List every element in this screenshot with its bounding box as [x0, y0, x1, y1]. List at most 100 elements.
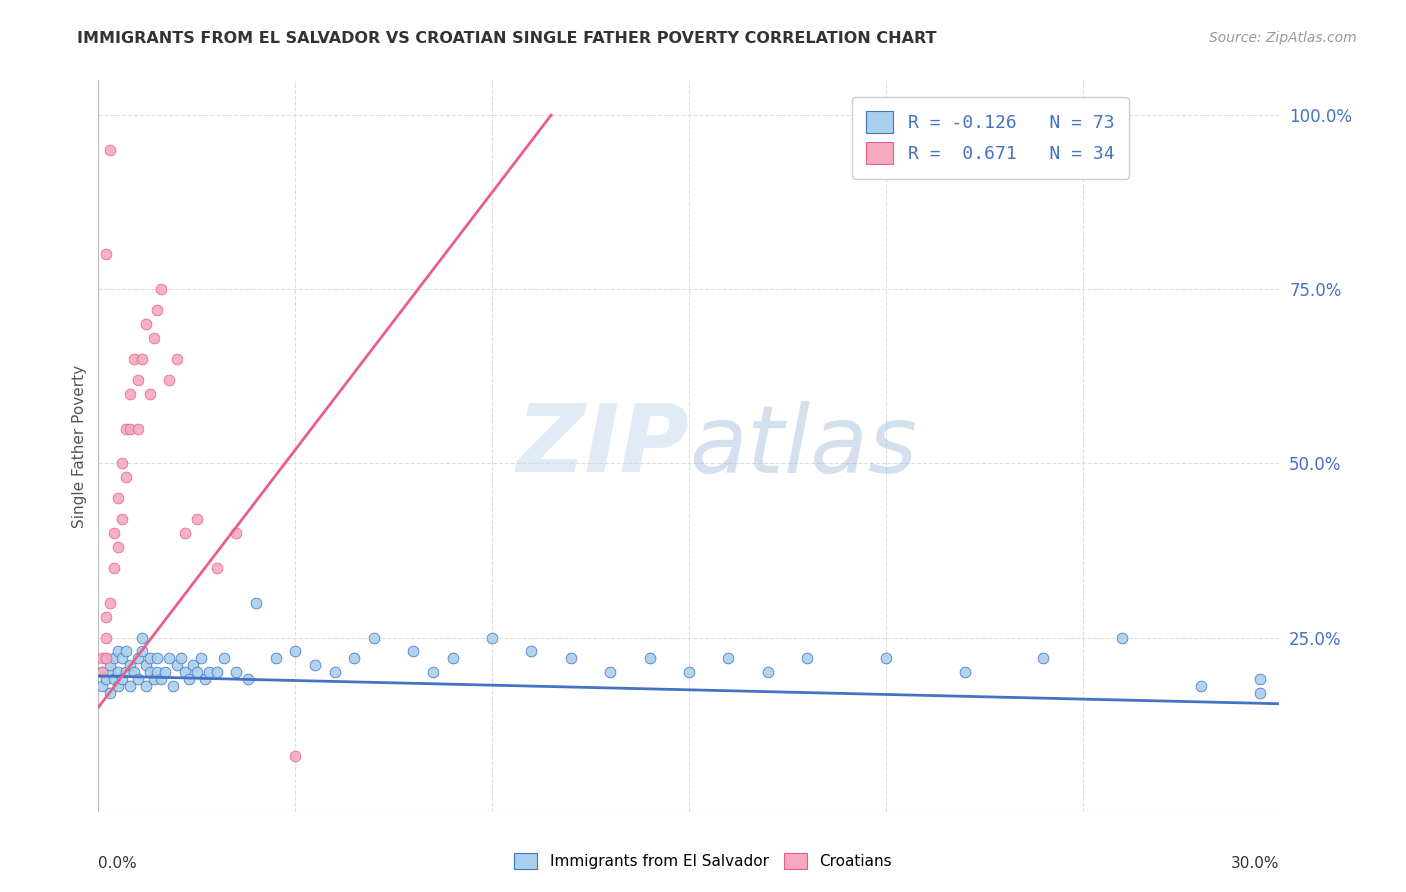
Point	[107, 644, 129, 658]
Point	[135, 658, 157, 673]
Point	[170, 651, 193, 665]
Point	[225, 526, 247, 541]
Point	[402, 644, 425, 658]
Point	[796, 651, 818, 665]
Point	[118, 386, 141, 401]
Point	[146, 665, 169, 680]
Text: Source: ZipAtlas.com: Source: ZipAtlas.com	[1209, 31, 1357, 45]
Point	[131, 644, 153, 658]
Legend: Immigrants from El Salvador, Croatians: Immigrants from El Salvador, Croatians	[509, 847, 897, 875]
Point	[520, 644, 543, 658]
Point	[115, 470, 138, 484]
Point	[118, 421, 141, 435]
Point	[96, 609, 118, 624]
Point	[1189, 679, 1212, 693]
Point	[107, 540, 129, 554]
Point	[343, 651, 366, 665]
Text: 0.0%: 0.0%	[98, 855, 138, 871]
Point	[118, 679, 141, 693]
Point	[284, 749, 307, 764]
Point	[186, 665, 208, 680]
Point	[115, 665, 138, 680]
Point	[146, 651, 169, 665]
Point	[441, 651, 464, 665]
Point	[157, 373, 180, 387]
Point	[599, 665, 621, 680]
Point	[186, 512, 208, 526]
Point	[638, 651, 661, 665]
Text: atlas: atlas	[689, 401, 917, 491]
Point	[127, 673, 149, 687]
Point	[756, 665, 779, 680]
Point	[150, 673, 173, 687]
Point	[155, 665, 177, 680]
Point	[127, 373, 149, 387]
Point	[122, 351, 145, 366]
Point	[103, 561, 125, 575]
Point	[111, 651, 134, 665]
Point	[98, 596, 121, 610]
Point	[111, 673, 134, 687]
Point	[96, 673, 118, 687]
Point	[225, 665, 247, 680]
Point	[174, 526, 197, 541]
Point	[131, 631, 153, 645]
Point	[98, 686, 121, 700]
Point	[157, 651, 180, 665]
Point	[127, 421, 149, 435]
Point	[181, 658, 204, 673]
Point	[103, 651, 125, 665]
Point	[150, 282, 173, 296]
Point	[1032, 651, 1054, 665]
Point	[717, 651, 740, 665]
Point	[481, 631, 503, 645]
Point	[127, 651, 149, 665]
Point	[214, 651, 236, 665]
Point	[138, 651, 160, 665]
Point	[142, 673, 165, 687]
Point	[135, 679, 157, 693]
Point	[91, 651, 114, 665]
Point	[146, 303, 169, 318]
Point	[174, 665, 197, 680]
Point	[166, 658, 188, 673]
Point	[205, 561, 228, 575]
Point	[323, 665, 346, 680]
Point	[135, 317, 157, 331]
Point	[103, 673, 125, 687]
Point	[142, 331, 165, 345]
Point	[1249, 673, 1271, 687]
Point	[236, 673, 259, 687]
Point	[194, 673, 217, 687]
Point	[284, 644, 307, 658]
Point	[177, 673, 200, 687]
Point	[1111, 631, 1133, 645]
Point	[91, 665, 114, 680]
Point	[118, 658, 141, 673]
Point	[96, 247, 118, 261]
Point	[138, 665, 160, 680]
Point	[98, 143, 121, 157]
Point	[103, 526, 125, 541]
Point	[111, 457, 134, 471]
Point	[98, 665, 121, 680]
Point	[111, 512, 134, 526]
Point	[875, 651, 897, 665]
Y-axis label: Single Father Poverty: Single Father Poverty	[72, 365, 87, 527]
Point	[560, 651, 582, 665]
Point	[1249, 686, 1271, 700]
Point	[107, 491, 129, 506]
Point	[422, 665, 444, 680]
Point	[205, 665, 228, 680]
Point	[98, 658, 121, 673]
Point	[96, 651, 118, 665]
Legend: R = -0.126   N = 73, R =  0.671   N = 34: R = -0.126 N = 73, R = 0.671 N = 34	[852, 96, 1129, 178]
Point	[138, 386, 160, 401]
Point	[264, 651, 287, 665]
Point	[166, 351, 188, 366]
Point	[96, 651, 118, 665]
Point	[678, 665, 700, 680]
Point	[304, 658, 326, 673]
Point	[953, 665, 976, 680]
Point	[363, 631, 385, 645]
